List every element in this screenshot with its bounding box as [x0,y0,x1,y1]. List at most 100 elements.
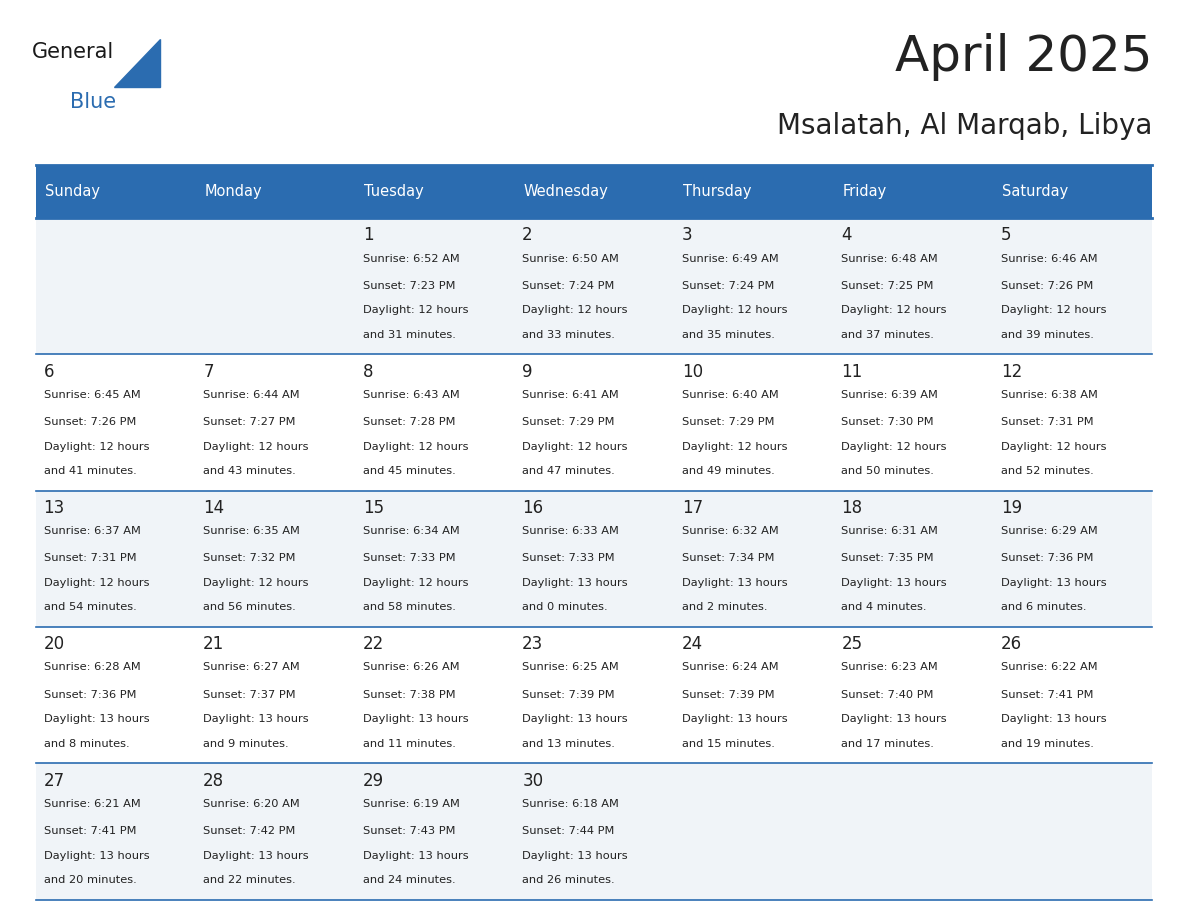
Bar [514,491,674,627]
Text: Daylight: 13 hours: Daylight: 13 hours [682,578,788,588]
Text: and 33 minutes.: and 33 minutes. [523,330,615,340]
Text: Daylight: 13 hours: Daylight: 13 hours [523,714,627,724]
Text: Sunrise: 6:28 AM: Sunrise: 6:28 AM [44,663,140,673]
Text: Sunset: 7:39 PM: Sunset: 7:39 PM [523,689,615,700]
Text: Sunrise: 6:50 AM: Sunrise: 6:50 AM [523,253,619,263]
Text: Sunrise: 6:33 AM: Sunrise: 6:33 AM [523,526,619,536]
Text: Sunrise: 6:49 AM: Sunrise: 6:49 AM [682,253,778,263]
Text: Sunrise: 6:32 AM: Sunrise: 6:32 AM [682,526,778,536]
Text: Sunrise: 6:21 AM: Sunrise: 6:21 AM [44,799,140,809]
Text: 19: 19 [1000,498,1022,517]
Text: Sunset: 7:30 PM: Sunset: 7:30 PM [841,417,934,427]
Text: Sunrise: 6:46 AM: Sunrise: 6:46 AM [1000,253,1098,263]
Text: Sunrise: 6:25 AM: Sunrise: 6:25 AM [523,663,619,673]
Text: and 56 minutes.: and 56 minutes. [203,602,296,612]
Text: Sunday: Sunday [45,185,100,199]
Text: 22: 22 [362,635,384,654]
Bar [514,764,674,900]
Bar [993,627,1152,764]
Bar [36,491,195,627]
Text: Daylight: 13 hours: Daylight: 13 hours [362,714,468,724]
Text: Sunset: 7:37 PM: Sunset: 7:37 PM [203,689,296,700]
Text: Sunrise: 6:31 AM: Sunrise: 6:31 AM [841,526,939,536]
Text: General: General [32,42,114,62]
Text: and 19 minutes.: and 19 minutes. [1000,739,1094,749]
Text: and 4 minutes.: and 4 minutes. [841,602,927,612]
Text: and 24 minutes.: and 24 minutes. [362,875,455,885]
Bar [36,627,195,764]
Bar [514,354,674,491]
Text: April 2025: April 2025 [895,33,1152,81]
Text: Sunrise: 6:41 AM: Sunrise: 6:41 AM [523,390,619,400]
Text: 14: 14 [203,498,225,517]
Text: Sunrise: 6:34 AM: Sunrise: 6:34 AM [362,526,460,536]
Text: and 6 minutes.: and 6 minutes. [1000,602,1086,612]
Text: 3: 3 [682,227,693,244]
Text: 8: 8 [362,363,373,381]
Text: Saturday: Saturday [1003,185,1069,199]
Text: and 26 minutes.: and 26 minutes. [523,875,615,885]
Text: Sunset: 7:26 PM: Sunset: 7:26 PM [1000,281,1093,291]
Text: and 22 minutes.: and 22 minutes. [203,875,296,885]
Text: Daylight: 13 hours: Daylight: 13 hours [44,851,150,860]
Text: 1: 1 [362,227,373,244]
Text: Daylight: 12 hours: Daylight: 12 hours [523,306,627,316]
Text: and 9 minutes.: and 9 minutes. [203,739,289,749]
Text: and 31 minutes.: and 31 minutes. [362,330,455,340]
Bar [195,354,355,491]
Text: Sunset: 7:36 PM: Sunset: 7:36 PM [44,689,137,700]
Text: Daylight: 12 hours: Daylight: 12 hours [362,306,468,316]
Bar [514,165,674,218]
Text: Sunrise: 6:24 AM: Sunrise: 6:24 AM [682,663,778,673]
Text: Monday: Monday [204,185,263,199]
Text: and 15 minutes.: and 15 minutes. [682,739,775,749]
Bar [674,165,833,218]
Bar [36,764,195,900]
Text: Daylight: 12 hours: Daylight: 12 hours [1000,306,1106,316]
Bar [195,491,355,627]
Text: 26: 26 [1000,635,1022,654]
Text: Daylight: 12 hours: Daylight: 12 hours [203,442,309,452]
Text: Msalatah, Al Marqab, Libya: Msalatah, Al Marqab, Libya [777,112,1152,140]
Text: Daylight: 12 hours: Daylight: 12 hours [1000,442,1106,452]
Text: 15: 15 [362,498,384,517]
Bar [833,165,993,218]
Text: 11: 11 [841,363,862,381]
Text: Daylight: 12 hours: Daylight: 12 hours [44,578,150,588]
Text: Sunrise: 6:43 AM: Sunrise: 6:43 AM [362,390,460,400]
Text: Daylight: 13 hours: Daylight: 13 hours [682,714,788,724]
Text: Daylight: 12 hours: Daylight: 12 hours [682,442,788,452]
Text: and 0 minutes.: and 0 minutes. [523,602,608,612]
Text: Sunset: 7:39 PM: Sunset: 7:39 PM [682,689,775,700]
Text: Daylight: 13 hours: Daylight: 13 hours [203,851,309,860]
Bar [355,165,514,218]
Text: 12: 12 [1000,363,1022,381]
Bar [993,491,1152,627]
Text: and 39 minutes.: and 39 minutes. [1000,330,1094,340]
Text: and 49 minutes.: and 49 minutes. [682,466,775,476]
Text: 24: 24 [682,635,703,654]
Bar [514,218,674,354]
Text: Sunset: 7:41 PM: Sunset: 7:41 PM [1000,689,1093,700]
Text: Sunrise: 6:48 AM: Sunrise: 6:48 AM [841,253,939,263]
Text: and 20 minutes.: and 20 minutes. [44,875,137,885]
Text: Sunrise: 6:44 AM: Sunrise: 6:44 AM [203,390,299,400]
Bar [514,627,674,764]
Text: and 41 minutes.: and 41 minutes. [44,466,137,476]
Bar [833,764,993,900]
Text: 4: 4 [841,227,852,244]
Text: and 58 minutes.: and 58 minutes. [362,602,455,612]
Text: Sunset: 7:29 PM: Sunset: 7:29 PM [523,417,614,427]
Text: Daylight: 12 hours: Daylight: 12 hours [203,578,309,588]
Bar [993,165,1152,218]
Text: Sunrise: 6:45 AM: Sunrise: 6:45 AM [44,390,140,400]
Text: Tuesday: Tuesday [365,185,424,199]
Text: 7: 7 [203,363,214,381]
Text: Sunrise: 6:40 AM: Sunrise: 6:40 AM [682,390,778,400]
Text: Sunset: 7:38 PM: Sunset: 7:38 PM [362,689,455,700]
Text: and 2 minutes.: and 2 minutes. [682,602,767,612]
Text: Sunset: 7:29 PM: Sunset: 7:29 PM [682,417,775,427]
Text: Daylight: 13 hours: Daylight: 13 hours [523,851,627,860]
Bar [833,218,993,354]
Bar [674,354,833,491]
